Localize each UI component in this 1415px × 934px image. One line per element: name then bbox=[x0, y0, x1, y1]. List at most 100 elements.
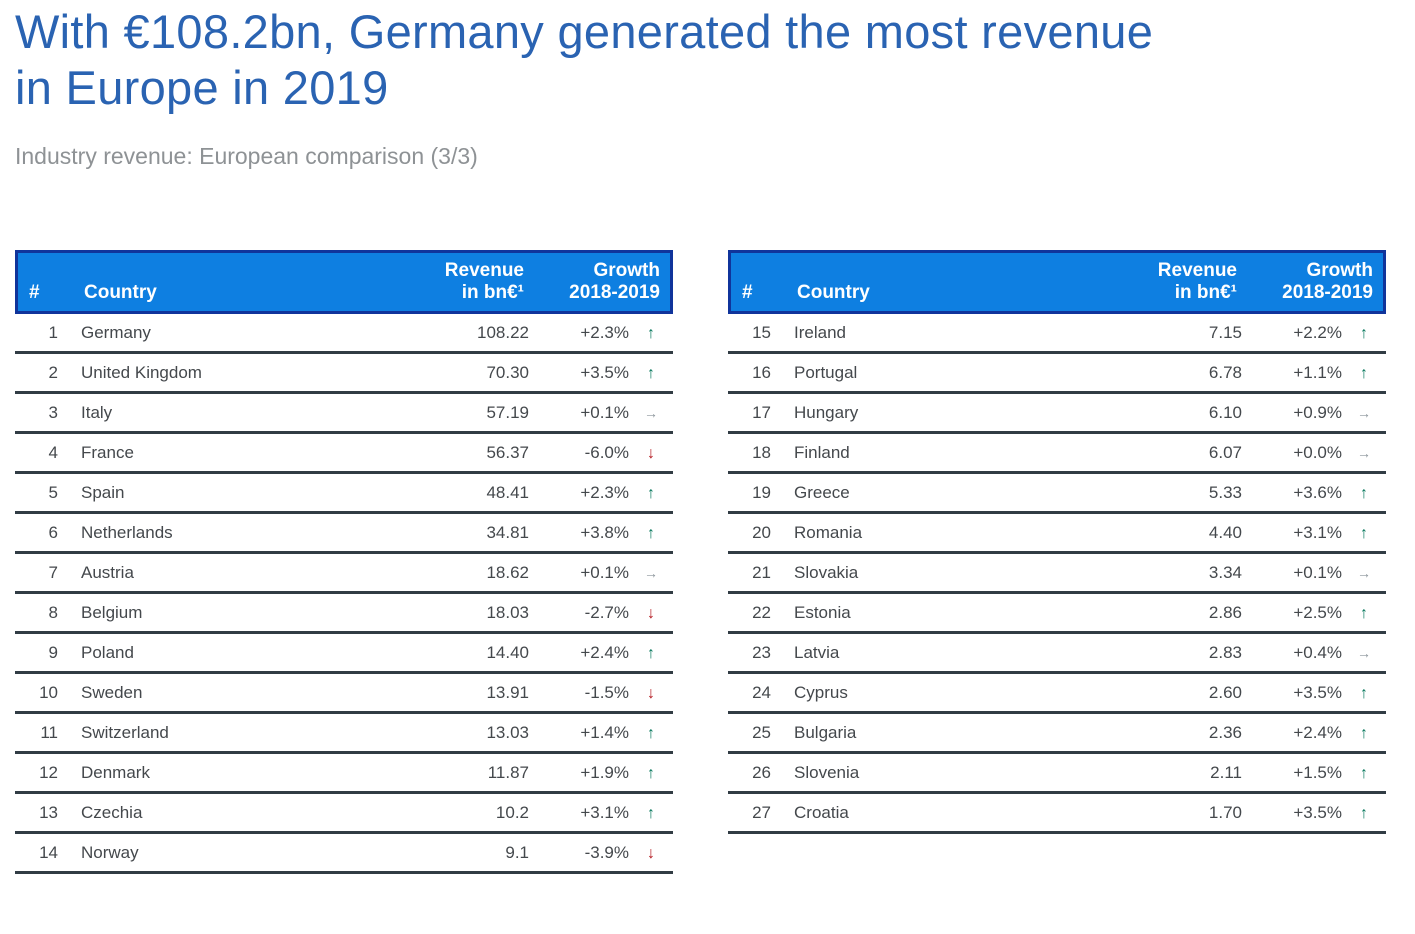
revenue-cell: 10.2 bbox=[495, 802, 529, 822]
table-row: 16 Portugal 6.78 +1.1% ↑ bbox=[728, 354, 1386, 394]
revenue-cell: 6.78 bbox=[1208, 362, 1242, 382]
rank-cell: 13 bbox=[39, 802, 58, 822]
country-cell: United Kingdom bbox=[81, 362, 202, 382]
rank-cell: 4 bbox=[48, 442, 58, 462]
trend-up-icon: ↑ bbox=[647, 364, 655, 382]
rank-cell: 21 bbox=[752, 562, 771, 582]
rank-cell: 15 bbox=[752, 322, 771, 342]
growth-cell: +0.0% bbox=[1293, 442, 1342, 462]
country-cell: Latvia bbox=[794, 642, 840, 662]
revenue-cell: 1.70 bbox=[1208, 802, 1242, 822]
trend-up-icon: ↑ bbox=[1360, 524, 1368, 542]
table-row: 21 Slovakia 3.34 +0.1% → bbox=[728, 554, 1386, 594]
trend-neutral-icon: → bbox=[644, 564, 658, 581]
trend-up-icon: ↑ bbox=[1360, 604, 1368, 622]
revenue-cell: 34.81 bbox=[486, 522, 529, 542]
column-header-revenue: Revenue in bn€¹ bbox=[354, 260, 524, 304]
column-header-revenue-line1: Revenue bbox=[1157, 260, 1237, 281]
country-cell: Bulgaria bbox=[794, 722, 857, 742]
revenue-cell: 2.86 bbox=[1208, 602, 1242, 622]
trend-cell: ↑ bbox=[629, 723, 673, 743]
trend-cell: ↑ bbox=[1342, 603, 1386, 623]
revenue-cell: 7.15 bbox=[1208, 322, 1242, 342]
trend-down-icon: ↓ bbox=[647, 844, 655, 862]
trend-cell: → bbox=[629, 403, 673, 423]
trend-neutral-icon: → bbox=[1357, 444, 1371, 461]
revenue-cell: 2.36 bbox=[1208, 722, 1242, 742]
country-cell: Cyprus bbox=[794, 682, 848, 702]
table-row: 12 Denmark 11.87 +1.9% ↑ bbox=[15, 754, 673, 794]
rank-cell: 26 bbox=[752, 762, 771, 782]
rank-cell: 2 bbox=[48, 362, 58, 382]
growth-cell: -2.7% bbox=[584, 602, 629, 622]
trend-down-icon: ↓ bbox=[647, 444, 655, 462]
growth-cell: +1.9% bbox=[580, 762, 629, 782]
trend-up-icon: ↑ bbox=[1360, 724, 1368, 742]
trend-cell: ↑ bbox=[629, 803, 673, 823]
rank-cell: 6 bbox=[48, 522, 58, 542]
rank-cell: 12 bbox=[39, 762, 58, 782]
country-cell: Germany bbox=[81, 322, 151, 342]
revenue-cell: 48.41 bbox=[486, 482, 529, 502]
growth-cell: +0.9% bbox=[1293, 402, 1342, 422]
column-header-country: Country bbox=[84, 282, 157, 303]
trend-cell: ↓ bbox=[629, 603, 673, 623]
country-cell: France bbox=[81, 442, 134, 462]
rank-cell: 14 bbox=[39, 842, 58, 862]
revenue-cell: 57.19 bbox=[486, 402, 529, 422]
trend-up-icon: ↑ bbox=[1360, 484, 1368, 502]
trend-up-icon: ↑ bbox=[1360, 324, 1368, 342]
rank-cell: 7 bbox=[48, 562, 58, 582]
country-cell: Romania bbox=[794, 522, 863, 542]
growth-cell: -6.0% bbox=[584, 442, 629, 462]
trend-cell: ↑ bbox=[1342, 323, 1386, 343]
column-header-rank: # bbox=[742, 282, 753, 303]
trend-cell: → bbox=[1342, 403, 1386, 423]
rank-cell: 1 bbox=[48, 322, 58, 342]
rank-cell: 16 bbox=[752, 362, 771, 382]
country-cell: Austria bbox=[81, 562, 134, 582]
country-cell: Ireland bbox=[794, 322, 846, 342]
country-cell: Switzerland bbox=[81, 722, 169, 742]
table-row: 6 Netherlands 34.81 +3.8% ↑ bbox=[15, 514, 673, 554]
column-header-revenue: Revenue in bn€¹ bbox=[1067, 260, 1237, 304]
rank-cell: 25 bbox=[752, 722, 771, 742]
table-row: 22 Estonia 2.86 +2.5% ↑ bbox=[728, 594, 1386, 634]
country-cell: Poland bbox=[81, 642, 134, 662]
trend-up-icon: ↑ bbox=[647, 524, 655, 542]
trend-cell: ↑ bbox=[1342, 683, 1386, 703]
table-row: 1 Germany 108.22 +2.3% ↑ bbox=[15, 314, 673, 354]
revenue-table-left: # Country Revenue in bn€¹ Growth 2018-20… bbox=[15, 250, 673, 874]
trend-cell: → bbox=[629, 563, 673, 583]
table-header-row: # Country Revenue in bn€¹ Growth 2018-20… bbox=[728, 250, 1386, 314]
table-row: 7 Austria 18.62 +0.1% → bbox=[15, 554, 673, 594]
table-row: 14 Norway 9.1 -3.9% ↓ bbox=[15, 834, 673, 874]
trend-neutral-icon: → bbox=[1357, 404, 1371, 421]
column-header-revenue-line2: in bn€¹ bbox=[1174, 282, 1237, 303]
revenue-cell: 18.62 bbox=[486, 562, 529, 582]
table-row: 13 Czechia 10.2 +3.1% ↑ bbox=[15, 794, 673, 834]
trend-up-icon: ↑ bbox=[1360, 764, 1368, 782]
revenue-cell: 13.03 bbox=[486, 722, 529, 742]
tables-container: # Country Revenue in bn€¹ Growth 2018-20… bbox=[15, 250, 1415, 874]
page-title-line1: With €108.2bn, Germany generated the mos… bbox=[15, 5, 1154, 58]
trend-up-icon: ↑ bbox=[647, 764, 655, 782]
table-row: 24 Cyprus 2.60 +3.5% ↑ bbox=[728, 674, 1386, 714]
table-row: 17 Hungary 6.10 +0.9% → bbox=[728, 394, 1386, 434]
growth-cell: +2.3% bbox=[580, 322, 629, 342]
growth-cell: +1.5% bbox=[1293, 762, 1342, 782]
trend-cell: ↑ bbox=[1342, 803, 1386, 823]
page-subtitle: Industry revenue: European comparison (3… bbox=[15, 143, 478, 169]
growth-cell: +0.1% bbox=[1293, 562, 1342, 582]
rank-cell: 19 bbox=[752, 482, 771, 502]
growth-cell: +3.5% bbox=[1293, 802, 1342, 822]
column-header-revenue-line2: in bn€¹ bbox=[461, 282, 524, 303]
growth-cell: -3.9% bbox=[584, 842, 629, 862]
growth-cell: +3.6% bbox=[1293, 482, 1342, 502]
growth-cell: +1.4% bbox=[580, 722, 629, 742]
column-header-revenue-line1: Revenue bbox=[444, 260, 524, 281]
country-cell: Spain bbox=[81, 482, 125, 502]
revenue-cell: 4.40 bbox=[1208, 522, 1242, 542]
revenue-cell: 18.03 bbox=[486, 602, 529, 622]
country-cell: Czechia bbox=[81, 802, 143, 822]
